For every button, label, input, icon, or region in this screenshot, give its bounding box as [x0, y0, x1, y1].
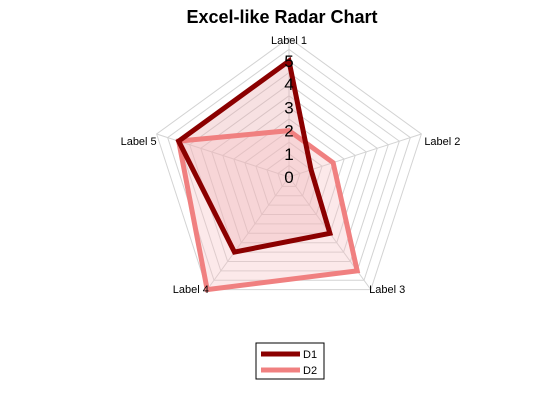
series-line-d1: [175, 56, 334, 255]
grid-ring: [277, 164, 301, 187]
grid-ring: [255, 141, 323, 206]
tick-label: 3: [284, 98, 293, 117]
chart-title: Excel-like Radar Chart: [186, 7, 377, 27]
radial-tick-labels: 0 1 2 3 4 5: [284, 52, 293, 187]
category-labels: Label 1 Label 2 Label 3 Label 4 Label 5: [121, 35, 461, 296]
grid-ring: [156, 37, 422, 291]
tick-label: 1: [284, 145, 293, 164]
grid-ring: [266, 153, 312, 197]
category-label: Label 5: [121, 136, 157, 148]
tick-label: 5: [284, 52, 293, 71]
tick-label: 0: [284, 168, 293, 187]
legend-box: [255, 342, 325, 380]
series-line-d2: [175, 128, 361, 293]
series-fill-d1: [178, 61, 330, 253]
grid-ring: [233, 118, 345, 225]
series-fills: [178, 61, 358, 290]
legend-label-d2: D2: [303, 365, 317, 377]
grid-spoke: [206, 176, 290, 290]
category-label: Label 2: [424, 136, 460, 148]
tick-label: 2: [284, 122, 293, 141]
category-label: Label 1: [271, 35, 307, 47]
tick-label: 4: [284, 75, 293, 94]
series-fill-d2: [178, 130, 358, 290]
series-lines: [175, 56, 361, 293]
legend-label-d1: D1: [303, 349, 317, 361]
grid-ring: [222, 106, 356, 234]
category-label: Label 3: [369, 284, 405, 296]
grid-ring: [189, 71, 389, 262]
category-label: Label 4: [173, 284, 209, 296]
